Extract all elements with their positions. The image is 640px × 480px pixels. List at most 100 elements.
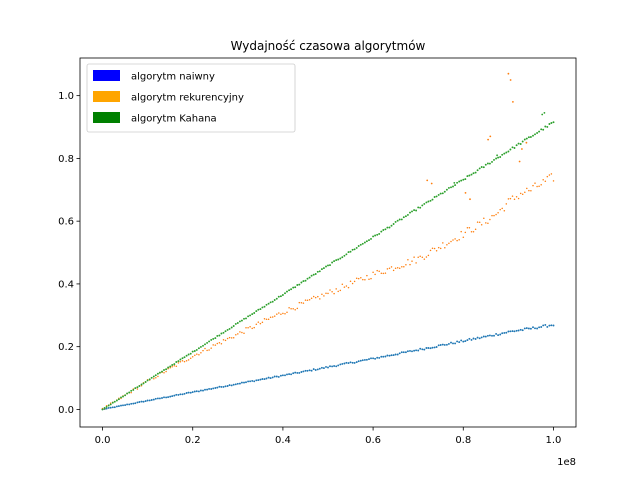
data-point <box>527 327 530 330</box>
y-tick-label: 1.0 <box>58 91 74 102</box>
series-2 <box>101 72 555 410</box>
data-point <box>191 350 194 353</box>
data-point <box>542 324 545 327</box>
data-point <box>478 221 481 223</box>
data-point <box>286 290 288 293</box>
data-point <box>521 148 523 150</box>
data-point <box>526 187 528 190</box>
data-point <box>185 354 188 357</box>
data-point <box>456 239 458 242</box>
data-point <box>132 388 135 391</box>
data-point <box>349 361 352 364</box>
data-point <box>317 295 319 298</box>
data-point <box>298 301 301 304</box>
data-point <box>208 340 211 343</box>
data-point <box>427 347 430 349</box>
data-point <box>312 368 315 371</box>
data-point <box>444 247 446 249</box>
data-point <box>425 256 428 258</box>
data-point <box>220 342 223 345</box>
data-point <box>237 333 239 335</box>
data-point <box>235 333 237 336</box>
data-point <box>501 153 504 156</box>
data-point <box>212 387 215 390</box>
data-point <box>384 228 387 231</box>
series-layer <box>101 72 555 411</box>
data-point <box>194 354 196 356</box>
data-point <box>480 336 483 339</box>
data-point <box>425 201 428 204</box>
data-point <box>306 369 309 372</box>
data-point <box>294 308 296 311</box>
data-point <box>345 285 348 287</box>
data-point <box>497 212 499 214</box>
data-point <box>532 326 534 329</box>
data-point <box>251 327 253 330</box>
data-point <box>499 156 502 158</box>
data-point <box>454 342 457 345</box>
data-point <box>353 361 356 364</box>
data-point <box>419 255 421 258</box>
data-point <box>474 338 477 340</box>
data-point <box>304 279 307 282</box>
data-point <box>460 179 463 182</box>
data-point <box>277 295 280 298</box>
data-point <box>202 344 204 347</box>
data-point <box>431 247 434 250</box>
data-point <box>466 175 469 178</box>
data-point <box>202 349 204 352</box>
data-point <box>400 218 403 221</box>
data-point <box>156 372 159 375</box>
data-point <box>519 192 522 195</box>
data-point <box>372 357 375 360</box>
data-point <box>331 261 334 264</box>
data-point <box>189 352 192 355</box>
data-point <box>448 242 450 244</box>
data-point <box>294 286 297 289</box>
data-point <box>296 284 299 286</box>
data-point <box>550 173 553 175</box>
data-point <box>171 364 174 366</box>
y-tick-label: 0.2 <box>58 342 74 353</box>
data-point <box>136 388 139 390</box>
data-point <box>421 204 424 207</box>
data-point <box>109 403 112 406</box>
data-point <box>353 248 356 251</box>
data-point <box>341 256 344 259</box>
data-point <box>468 337 471 340</box>
data-point <box>269 301 272 304</box>
data-point <box>214 344 217 346</box>
data-point <box>445 343 448 346</box>
data-point <box>417 349 420 352</box>
data-point <box>417 256 419 259</box>
data-point <box>429 347 432 350</box>
data-point <box>386 268 389 270</box>
data-point <box>220 385 223 388</box>
data-point <box>343 286 346 288</box>
data-point <box>534 133 536 136</box>
data-point <box>515 144 518 147</box>
data-point <box>403 265 405 268</box>
data-point <box>120 396 122 399</box>
data-point <box>269 377 272 380</box>
data-point <box>232 337 235 339</box>
data-point <box>437 344 440 347</box>
data-point <box>128 391 131 394</box>
data-point <box>204 343 206 346</box>
data-point <box>380 355 383 358</box>
data-point <box>310 297 313 300</box>
data-point <box>284 292 286 295</box>
data-point <box>478 167 481 170</box>
data-point <box>130 391 132 394</box>
data-point <box>439 192 442 195</box>
data-point <box>193 350 196 352</box>
data-point <box>464 178 467 181</box>
data-point <box>138 385 141 387</box>
data-point <box>226 385 229 387</box>
data-point <box>302 280 305 283</box>
data-point <box>452 342 454 345</box>
data-point <box>265 318 268 321</box>
data-point <box>107 406 110 409</box>
data-point <box>542 128 545 131</box>
data-point <box>312 295 315 298</box>
